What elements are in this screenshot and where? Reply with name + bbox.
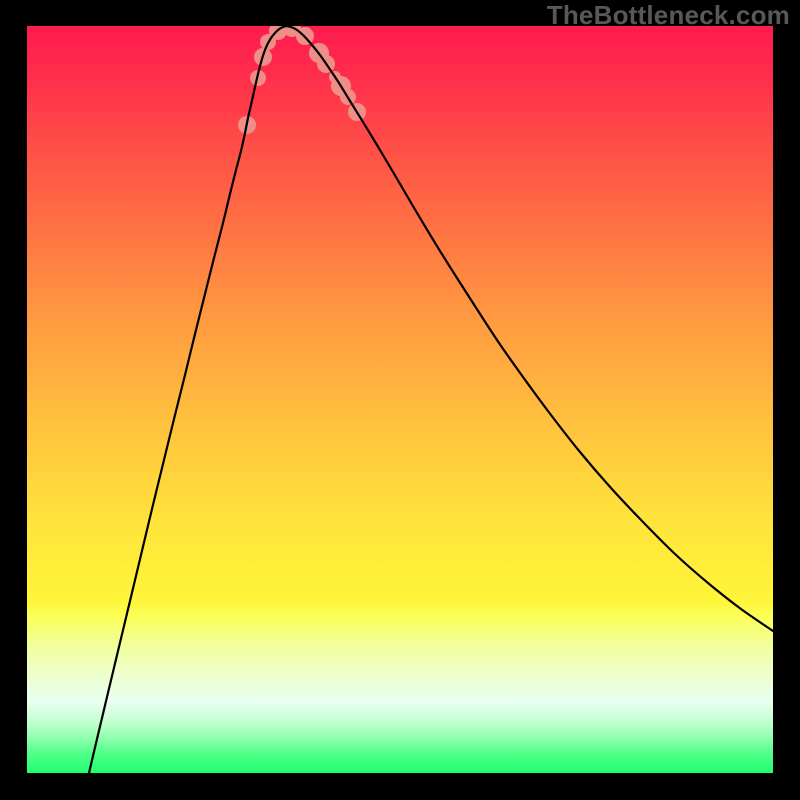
curve-right [286,26,773,631]
curve-left [89,26,286,773]
chart-stage: TheBottleneck.com [0,0,800,800]
bottleneck-curve [27,26,773,773]
watermark-label: TheBottleneck.com [547,0,790,31]
